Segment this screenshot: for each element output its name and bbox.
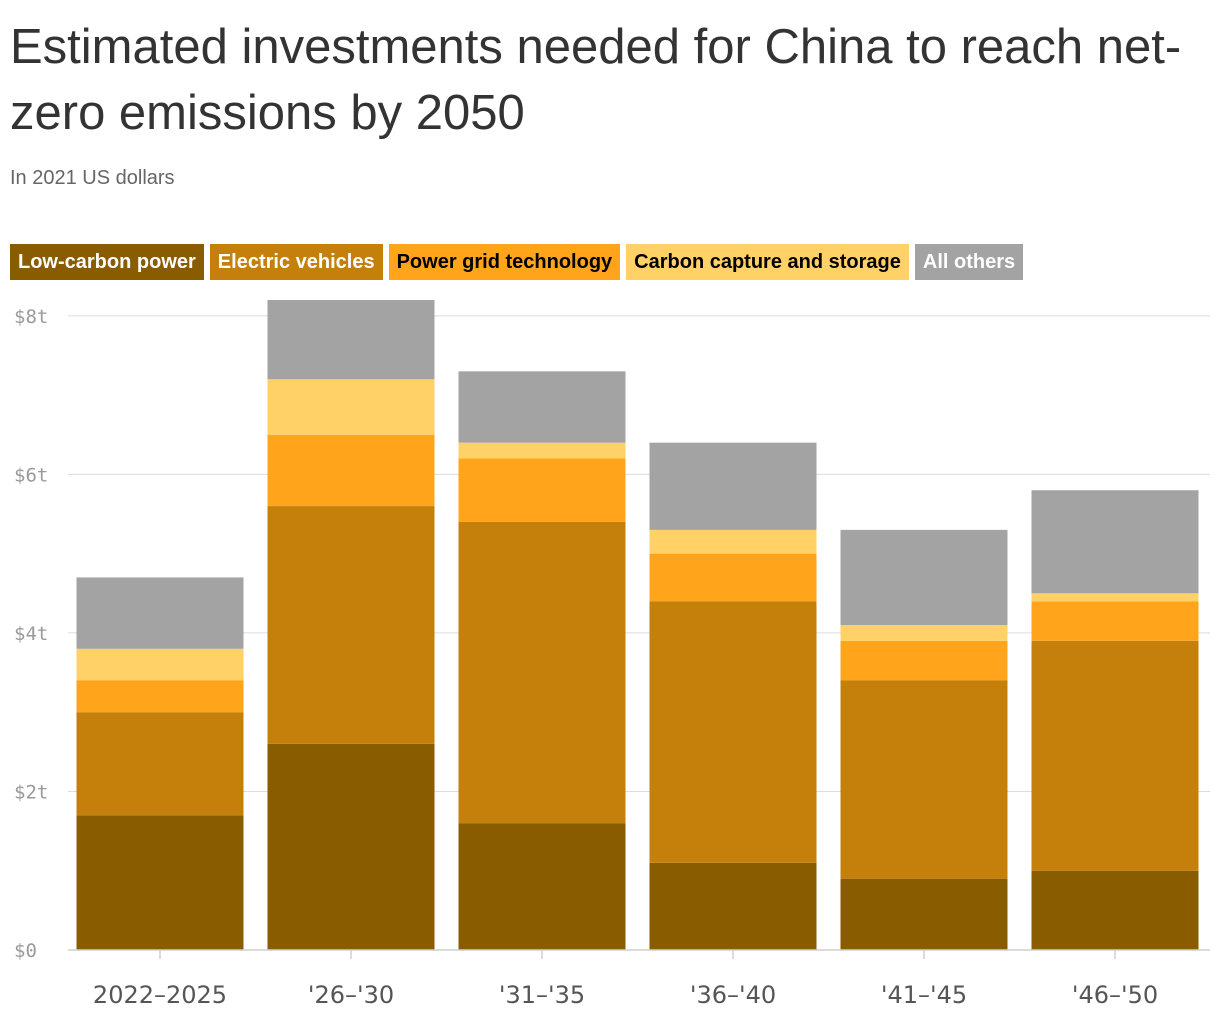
bar-segment-1-4 — [267, 300, 435, 380]
y-tick-label-4: $8t — [14, 306, 48, 328]
legend-item-4: All others — [914, 244, 1024, 280]
x-tick-label-5: '46–'50 — [1072, 981, 1158, 1009]
bar-stacks — [76, 300, 1199, 950]
bar-segment-3-2 — [649, 553, 817, 602]
bar-segment-0-1 — [76, 712, 244, 816]
legend-item-1: Electric vehicles — [209, 244, 383, 280]
x-axis — [68, 949, 1210, 959]
bar-segment-1-1 — [267, 506, 435, 744]
bar-segment-3-0 — [649, 862, 817, 950]
bar-stack-1 — [267, 300, 435, 950]
bar-segment-5-1 — [1031, 640, 1199, 871]
bar-segment-5-2 — [1031, 601, 1199, 641]
bar-segment-0-0 — [76, 815, 244, 950]
legend-item-2: Power grid technology — [388, 244, 621, 280]
bar-stack-3 — [649, 442, 817, 950]
bar-segment-5-4 — [1031, 490, 1199, 594]
bar-segment-0-2 — [76, 680, 244, 713]
x-tick-label-3: '36–'40 — [690, 981, 776, 1009]
bar-stack-4 — [840, 529, 1008, 950]
bar-segment-2-0 — [458, 823, 626, 950]
bar-segment-5-3 — [1031, 593, 1199, 602]
bar-segment-4-2 — [840, 640, 1008, 681]
x-tick-label-2: '31–'35 — [499, 981, 585, 1009]
bar-stack-5 — [1031, 490, 1199, 950]
bar-segment-2-1 — [458, 521, 626, 824]
x-tick-label-4: '41–'45 — [881, 981, 967, 1009]
y-tick-label-0: $0 — [14, 940, 37, 962]
axis-labels: $0 $2t $4t $6t $8t 2022–2025 '26–'30 '31–'35 '36… — [14, 306, 1158, 1009]
y-tick-label-1: $2t — [14, 781, 48, 803]
chart-title: Estimated investments needed for China t… — [10, 20, 1182, 140]
y-tick-label-2: $4t — [14, 623, 48, 645]
bar-stack-0 — [76, 577, 244, 950]
bar-segment-3-4 — [649, 442, 817, 530]
bar-segment-0-3 — [76, 648, 244, 681]
bar-segment-4-4 — [840, 529, 1008, 625]
bar-segment-4-3 — [840, 625, 1008, 641]
bar-segment-4-0 — [840, 878, 1008, 950]
legend-item-3: Carbon capture and storage — [626, 244, 909, 280]
bar-segment-1-2 — [267, 434, 435, 507]
bar-segment-1-0 — [267, 743, 435, 950]
bar-segment-1-3 — [267, 379, 435, 435]
bar-segment-2-2 — [458, 458, 626, 522]
stacked-bar-chart: $0 $2t $4t $6t $8t 2022–2025 '26–'30 '31–'35 '36… — [14, 300, 1210, 1009]
chart-subtitle: In 2021 US dollars — [10, 167, 175, 189]
legend-item-0: Low-carbon power — [10, 244, 204, 280]
y-tick-label-3: $6t — [14, 464, 48, 486]
bar-segment-2-3 — [458, 442, 626, 459]
bar-segment-0-4 — [76, 577, 244, 649]
bar-segment-3-3 — [649, 529, 817, 554]
bar-segment-2-4 — [458, 371, 626, 443]
x-tick-label-1: '26–'30 — [308, 981, 394, 1009]
chart-legend: Low-carbon power Electric vehicles Power g… — [10, 244, 1024, 280]
bar-segment-4-1 — [840, 680, 1008, 879]
bar-segment-5-0 — [1031, 870, 1199, 950]
x-tick-label-0: 2022–2025 — [93, 981, 227, 1009]
bar-segment-3-1 — [649, 601, 817, 863]
bar-stack-2 — [458, 371, 626, 950]
